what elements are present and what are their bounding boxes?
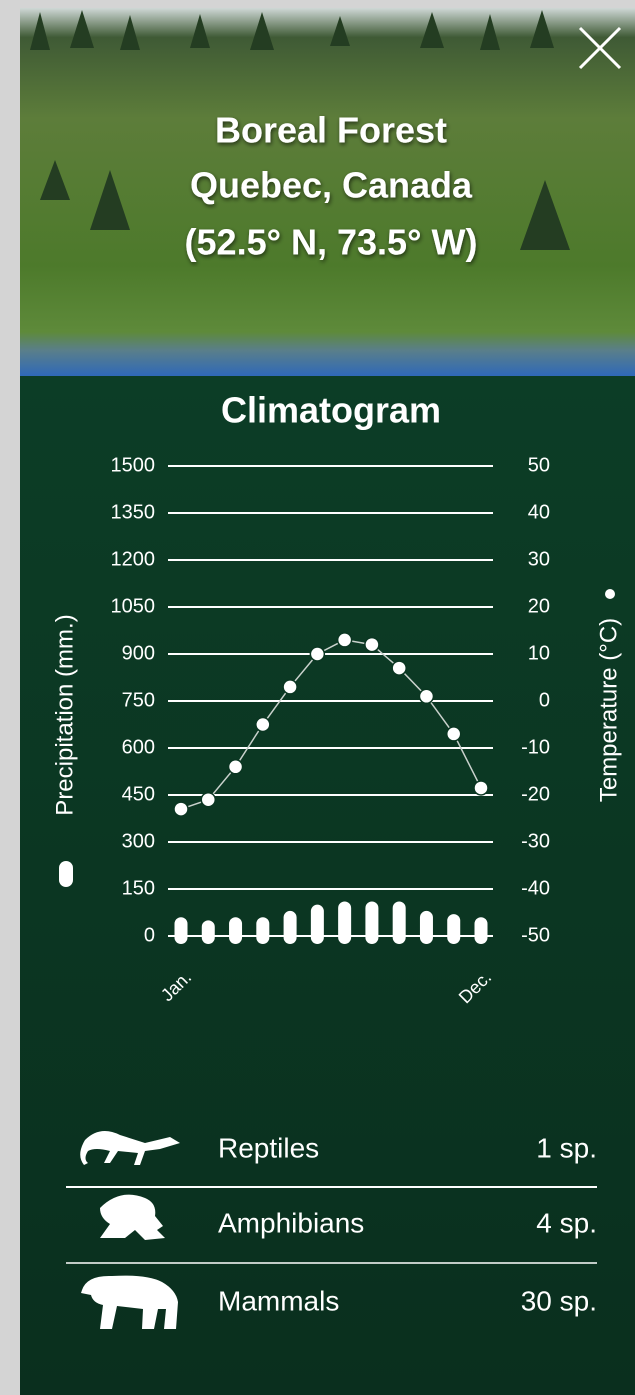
y2-tick-label: -20: [521, 783, 550, 805]
y2-tick-label: 10: [528, 642, 550, 664]
precipitation-bar: [338, 902, 351, 944]
precipitation-bar: [393, 902, 406, 944]
legend-marker: [605, 589, 615, 599]
species-count: 30 sp.: [521, 1285, 597, 1316]
y2-tick-label: -10: [521, 736, 550, 758]
legend-marker: [59, 861, 73, 887]
header-title: Boreal Forest: [215, 110, 447, 151]
temperature-point: [338, 633, 352, 647]
temperature-point: [256, 718, 270, 732]
chart-title: Climatogram: [221, 390, 441, 431]
y-tick-label: 0: [144, 924, 155, 946]
temperature-point: [283, 680, 297, 694]
precipitation-bar: [420, 911, 433, 944]
temperature-point: [174, 802, 188, 816]
precipitation-bar: [475, 917, 488, 944]
precipitation-bar: [447, 914, 460, 944]
y2-tick-label: 50: [528, 454, 550, 476]
temperature-point: [392, 661, 406, 675]
species-name: Mammals: [218, 1285, 339, 1316]
precipitation-bar: [365, 902, 378, 944]
precipitation-bar: [229, 917, 242, 944]
y2-tick-label: -40: [521, 877, 550, 899]
temperature-point: [419, 689, 433, 703]
species-count: 4 sp.: [536, 1207, 597, 1238]
y-tick-label: 1500: [111, 454, 156, 476]
species-count: 1 sp.: [536, 1132, 597, 1163]
temperature-point: [474, 781, 488, 795]
y-tick-label: 1350: [111, 501, 156, 523]
header-title: Quebec, Canada: [190, 165, 473, 206]
y2-tick-label: 20: [528, 595, 550, 617]
temperature-point: [201, 793, 215, 807]
y-tick-label: 750: [122, 689, 155, 711]
y-tick-label: 1200: [111, 548, 156, 570]
y2-axis-title: Temperature (°C): [595, 589, 622, 802]
precipitation-bar: [284, 911, 297, 944]
y2-tick-label: 0: [539, 689, 550, 711]
y-tick-label: 450: [122, 783, 155, 805]
species-name: Reptiles: [218, 1132, 319, 1163]
y-tick-label: 1050: [111, 595, 156, 617]
temperature-point: [447, 727, 461, 741]
temperature-point: [310, 647, 324, 661]
y-axis-label: Precipitation (mm.): [51, 614, 78, 815]
precipitation-bar: [311, 905, 324, 944]
precipitation-bar: [175, 917, 188, 944]
species-panel: Boreal Forest Quebec, Canada (52.5° N, 73.…: [0, 0, 635, 1395]
y2-tick-label: -50: [521, 924, 550, 946]
y-tick-label: 300: [122, 830, 155, 852]
header-title: (52.5° N, 73.5° W): [185, 222, 478, 263]
y-tick-label: 600: [122, 736, 155, 758]
y-tick-label: 150: [122, 877, 155, 899]
precipitation-bar: [202, 920, 215, 944]
species-name: Amphibians: [218, 1207, 364, 1238]
y-tick-label: 900: [122, 642, 155, 664]
precipitation-bar: [256, 917, 269, 944]
temperature-point: [229, 760, 243, 774]
y2-axis-label: Temperature (°C): [595, 618, 622, 802]
temperature-point: [365, 638, 379, 652]
y2-tick-label: 30: [528, 548, 550, 570]
y2-tick-label: -30: [521, 830, 550, 852]
y2-tick-label: 40: [528, 501, 550, 523]
